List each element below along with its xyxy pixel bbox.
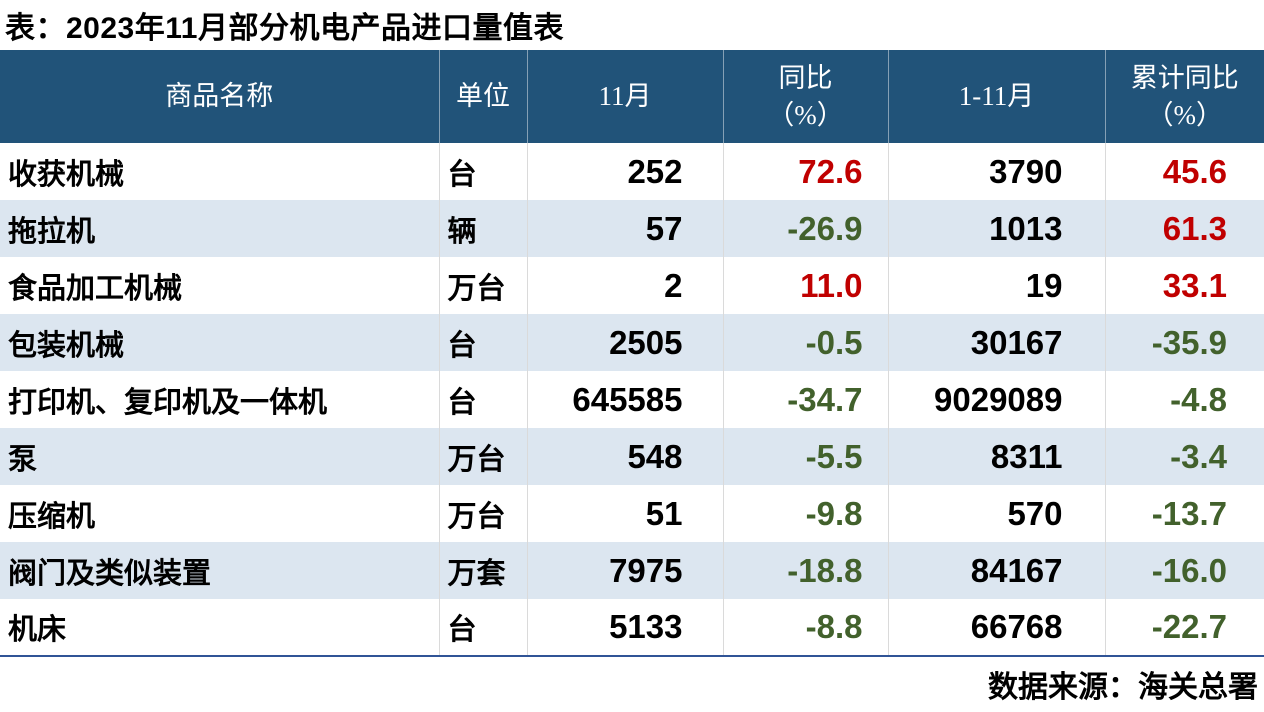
table-row: 打印机、复印机及一体机台 645585 -34.7 9029089 -4.8 [0, 371, 1264, 428]
nov-value-cell: 2505 [527, 314, 724, 371]
table-row: 压缩机 万台 51 -9.8 570 -13.7 [0, 485, 1264, 542]
cum-yoy-value-cell: 61.3 [1105, 200, 1264, 257]
cum-yoy-value-cell: -35.9 [1105, 314, 1264, 371]
product-name-cell: 收获机械 [0, 143, 440, 200]
unit-cell: 万台 [439, 428, 528, 485]
nov-value-cell: 645585 [527, 371, 724, 428]
nov-value-cell: 7975 [527, 542, 724, 599]
jan-nov-value-cell: 1013 [888, 200, 1106, 257]
cum-yoy-value-cell: 33.1 [1105, 257, 1264, 314]
table-row: 机床台 5133 -8.8 66768 -22.7 [0, 599, 1264, 656]
col-header-yoy-percent: 同比 （%） [723, 50, 889, 143]
col-header-line: （%） [1146, 99, 1224, 130]
yoy-value-cell: -18.8 [723, 542, 889, 599]
unit-cell: 台 [439, 143, 528, 200]
col-header-line: 11月 [598, 81, 652, 112]
header-row: 商品名称 单位 11月 同比 （%） 1-11月 累计同比 （%） [0, 50, 1264, 143]
unit-cell: 万台 [439, 485, 528, 542]
col-header-unit: 单位 [439, 50, 528, 143]
table-row: 泵万台 548 -5.5 8311 -3.4 [0, 428, 1264, 485]
table-row: 阀门及类似装置 万套 7975 -18.8 84167 -16.0 [0, 542, 1264, 599]
product-name-cell: 阀门及类似装置 [0, 542, 440, 599]
table-row: 收获机械台 252 72.6 3790 45.6 [0, 143, 1264, 200]
nov-value-cell: 51 [527, 485, 724, 542]
col-header-line: 1-11月 [958, 81, 1035, 112]
product-name-cell: 压缩机 [0, 485, 440, 542]
unit-cell: 万台 [439, 257, 528, 314]
jan-nov-value-cell: 8311 [888, 428, 1106, 485]
yoy-value-cell: 72.6 [723, 143, 889, 200]
product-name-cell: 食品加工机械 [0, 257, 440, 314]
yoy-value-cell: -5.5 [723, 428, 889, 485]
yoy-value-cell: -8.8 [723, 599, 889, 656]
cum-yoy-value-cell: -22.7 [1105, 599, 1264, 656]
unit-cell: 万套 [439, 542, 528, 599]
nov-value-cell: 57 [527, 200, 724, 257]
col-header-line: 同比 [778, 63, 833, 94]
jan-nov-value-cell: 66768 [888, 599, 1106, 656]
product-name-cell: 包装机械 [0, 314, 440, 371]
jan-nov-value-cell: 84167 [888, 542, 1106, 599]
col-header-line: 累计同比 [1130, 63, 1239, 94]
cum-yoy-value-cell: -13.7 [1105, 485, 1264, 542]
unit-cell: 辆 [439, 200, 528, 257]
jan-nov-value-cell: 19 [888, 257, 1106, 314]
unit-cell: 台 [439, 314, 528, 371]
col-header-line: 商品名称 [165, 81, 274, 112]
nov-value-cell: 5133 [527, 599, 724, 656]
nov-value-cell: 252 [527, 143, 724, 200]
cum-yoy-value-cell: -16.0 [1105, 542, 1264, 599]
jan-nov-value-cell: 30167 [888, 314, 1106, 371]
import-data-table: 商品名称 单位 11月 同比 （%） 1-11月 累计同比 （%） [0, 50, 1264, 657]
cum-yoy-value-cell: 45.6 [1105, 143, 1264, 200]
product-name-cell: 打印机、复印机及一体机 [0, 371, 440, 428]
col-header-product-name: 商品名称 [0, 50, 440, 143]
col-header-jan-to-nov: 1-11月 [888, 50, 1106, 143]
jan-nov-value-cell: 9029089 [888, 371, 1106, 428]
col-header-line: 单位 [456, 81, 510, 112]
yoy-value-cell: -0.5 [723, 314, 889, 371]
col-header-november: 11月 [527, 50, 724, 143]
yoy-value-cell: -34.7 [723, 371, 889, 428]
product-name-cell: 泵 [0, 428, 440, 485]
cum-yoy-value-cell: -3.4 [1105, 428, 1264, 485]
data-source-label: 数据来源：海关总署 [988, 671, 1258, 704]
product-name-cell: 机床 [0, 599, 440, 656]
cum-yoy-value-cell: -4.8 [1105, 371, 1264, 428]
table-row: 拖拉机辆 57 -26.9 1013 61.3 [0, 200, 1264, 257]
unit-cell: 台 [439, 371, 528, 428]
page-title: 表：2023年11月部分机电产品进口量值表 [5, 12, 564, 45]
yoy-value-cell: -26.9 [723, 200, 889, 257]
col-header-line: （%） [767, 99, 844, 130]
yoy-value-cell: -9.8 [723, 485, 889, 542]
jan-nov-value-cell: 3790 [888, 143, 1106, 200]
product-name-cell: 拖拉机 [0, 200, 440, 257]
col-header-cumulative-yoy-percent: 累计同比 （%） [1105, 50, 1264, 143]
nov-value-cell: 2 [527, 257, 724, 314]
jan-nov-value-cell: 570 [888, 485, 1106, 542]
yoy-value-cell: 11.0 [723, 257, 889, 314]
table-row: 食品加工机械 万台 2 11.0 19 33.1 [0, 257, 1264, 314]
unit-cell: 台 [439, 599, 528, 656]
table-row: 包装机械台 2505 -0.5 30167 -35.9 [0, 314, 1264, 371]
nov-value-cell: 548 [527, 428, 724, 485]
